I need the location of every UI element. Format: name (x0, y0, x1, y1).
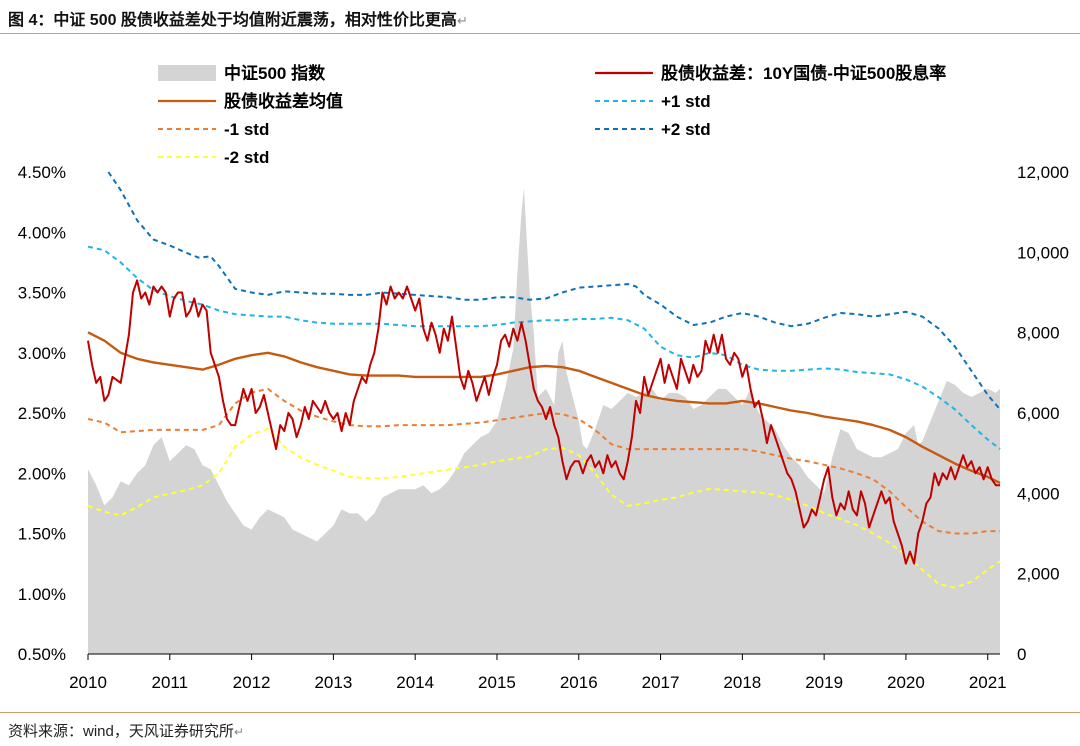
y-left-tick-label: 1.00% (18, 585, 66, 604)
y-right-tick-label: 12,000 (1017, 163, 1069, 182)
y-left-tick-label: 4.00% (18, 223, 66, 242)
legend-item-spread: 股债收益差：10Y国债-中证500股息率 (595, 63, 946, 83)
x-tick-label: 2021 (969, 673, 1007, 692)
legend-label: 中证500 指数 (224, 63, 326, 83)
source-divider (0, 712, 1080, 713)
x-tick-label: 2012 (233, 673, 271, 692)
legend-item-index: 中证500 指数 (158, 63, 326, 83)
x-tick-label: 2015 (478, 673, 516, 692)
legend-swatch (158, 65, 216, 81)
y-left-tick-label: 3.00% (18, 344, 66, 363)
x-tick-label: 2010 (69, 673, 107, 692)
y-right-tick-label: 2,000 (1017, 565, 1060, 584)
y-left-tick-label: 2.00% (18, 464, 66, 483)
y-left-tick-label: 0.50% (18, 645, 66, 664)
legend-item-plus1: +1 std (595, 92, 711, 111)
x-tick-label: 2014 (396, 673, 434, 692)
y-left-tick-label: 3.50% (18, 284, 66, 303)
source-return-mark: ↵ (233, 725, 244, 739)
source-note: 资料来源：wind，天风证券研究所↵ (8, 720, 244, 741)
figure-caption: 图 4：中证 500 股债收益差处于均值附近震荡，相对性价比更高↵ (8, 6, 468, 30)
caption-divider (0, 33, 1080, 34)
x-tick-label: 2016 (560, 673, 598, 692)
y-left-tick-label: 2.50% (18, 404, 66, 423)
series-plus1-line (87, 245, 1001, 450)
series-spread-line (87, 279, 1000, 565)
y-right-tick-label: 10,000 (1017, 243, 1069, 262)
legend-label: 股债收益差：10Y国债-中证500股息率 (661, 63, 946, 83)
legend-item-minus1: -1 std (158, 120, 269, 139)
legend-item-minus2: -2 std (158, 148, 269, 167)
plot-area (87, 171, 1001, 654)
x-tick-label: 2013 (314, 673, 352, 692)
axes: 2010 2011 2012 2013 2014 2015 2016 2017 2018 2019… (18, 163, 1069, 692)
legend-item-mean: 股债收益差均值 (158, 91, 343, 111)
caption-text: 图 4：中证 500 股债收益差处于均值附近震荡，相对性价比更高 (8, 12, 457, 29)
x-tick-label: 2018 (723, 673, 761, 692)
series-index-area (88, 188, 1000, 654)
y-left-tick-label: 1.50% (18, 525, 66, 544)
series-minus1-line (87, 387, 1000, 535)
legend-label: 股债收益差均值 (224, 91, 343, 111)
x-tick-label: 2020 (887, 673, 925, 692)
x-tick-label: 2017 (642, 673, 680, 692)
legend-item-plus2: +2 std (595, 120, 711, 139)
source-text: 资料来源：wind，天风证券研究所 (8, 723, 234, 740)
legend-label: -1 std (224, 120, 269, 139)
series-minus2-line (87, 427, 1001, 589)
series-mean-line (87, 331, 1001, 484)
y-right-tick-label: 6,000 (1017, 404, 1060, 423)
legend-label: +2 std (661, 120, 711, 139)
y-left-tick-label: 4.50% (18, 163, 66, 182)
series-plus2-line (107, 171, 1001, 411)
caption-return-mark: ↵ (456, 13, 468, 28)
x-tick-label: 2011 (152, 673, 189, 692)
y-right-tick-label: 0 (1017, 645, 1026, 664)
x-tick-label: 2019 (805, 673, 843, 692)
y-right-tick-label: 8,000 (1017, 324, 1060, 343)
legend-label: +1 std (661, 92, 711, 111)
y-right-tick-label: 4,000 (1017, 484, 1060, 503)
legend-label: -2 std (224, 148, 269, 167)
